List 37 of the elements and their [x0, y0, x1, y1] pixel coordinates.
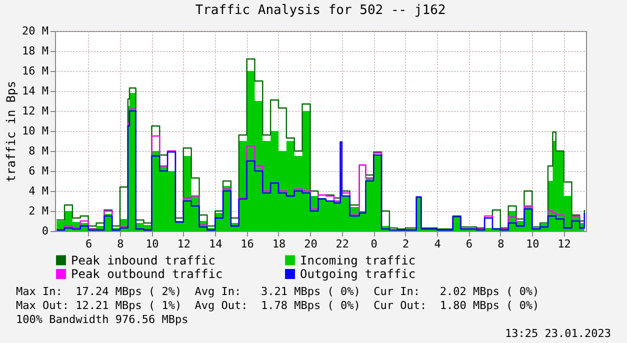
- y-tick-label: 0: [42, 224, 48, 238]
- x-tick-label: 2: [402, 238, 410, 250]
- y-tick-label: 20 M: [22, 24, 49, 38]
- y-tick-label: 8 M: [28, 144, 49, 158]
- legend-label: Peak inbound traffic: [71, 253, 216, 268]
- x-tick-label: 10: [526, 238, 540, 250]
- x-tick-label: 20: [304, 238, 318, 250]
- x-tick-label: 22: [336, 238, 350, 250]
- y-tick-label: 14 M: [22, 84, 49, 98]
- y-axis-title: traffic in Bps: [4, 80, 18, 182]
- text: Max In: 17.24 MBps ( 2%) Avg In: 3.21 MBps ( 0%) Cur In: 2.02 MBps ( 0%): [15, 285, 540, 299]
- x-tick-label: 14: [208, 238, 223, 250]
- y-tick-label: 16 M: [22, 64, 49, 78]
- x-tick-label: 12: [177, 238, 191, 250]
- legend-label: Outgoing traffic: [300, 267, 416, 281]
- y-tick-label: 10 M: [22, 124, 49, 138]
- x-tick-label: 4: [434, 238, 442, 250]
- legend-label: Peak outbound traffic: [71, 267, 223, 281]
- x-tick-label: 6: [85, 238, 92, 250]
- legend-label: Incoming traffic: [300, 253, 416, 268]
- text: 13:25 23.01.2023: [504, 327, 612, 341]
- chart-title: Traffic Analysis for 502 -- j162: [195, 3, 446, 18]
- x-tick-label: 6: [466, 238, 473, 250]
- x-tick-label: 10: [146, 238, 159, 250]
- y-tick-label: 2 M: [28, 204, 49, 218]
- x-tick-label: 18: [272, 238, 286, 250]
- x-tick-label: 8: [498, 238, 504, 250]
- y-tick-label: 18 M: [22, 44, 49, 58]
- x-tick-label: 12: [558, 238, 571, 250]
- x-tick-label: 0: [370, 238, 378, 250]
- text: 100% Bandwidth 976.56 MBps: [15, 313, 190, 327]
- y-tick-label: 6 M: [28, 164, 49, 178]
- text: Max Out: 12.21 MBps ( 1%) Avg Out: 1.78 MBps ( 0%) Cur Out: 1.80 MBps ( 0%): [15, 299, 540, 313]
- x-tick-label: 16: [240, 238, 254, 250]
- x-tick-label: 8: [117, 238, 124, 250]
- y-tick-label: 12 M: [22, 104, 49, 118]
- y-tick-label: 4 M: [28, 184, 49, 198]
